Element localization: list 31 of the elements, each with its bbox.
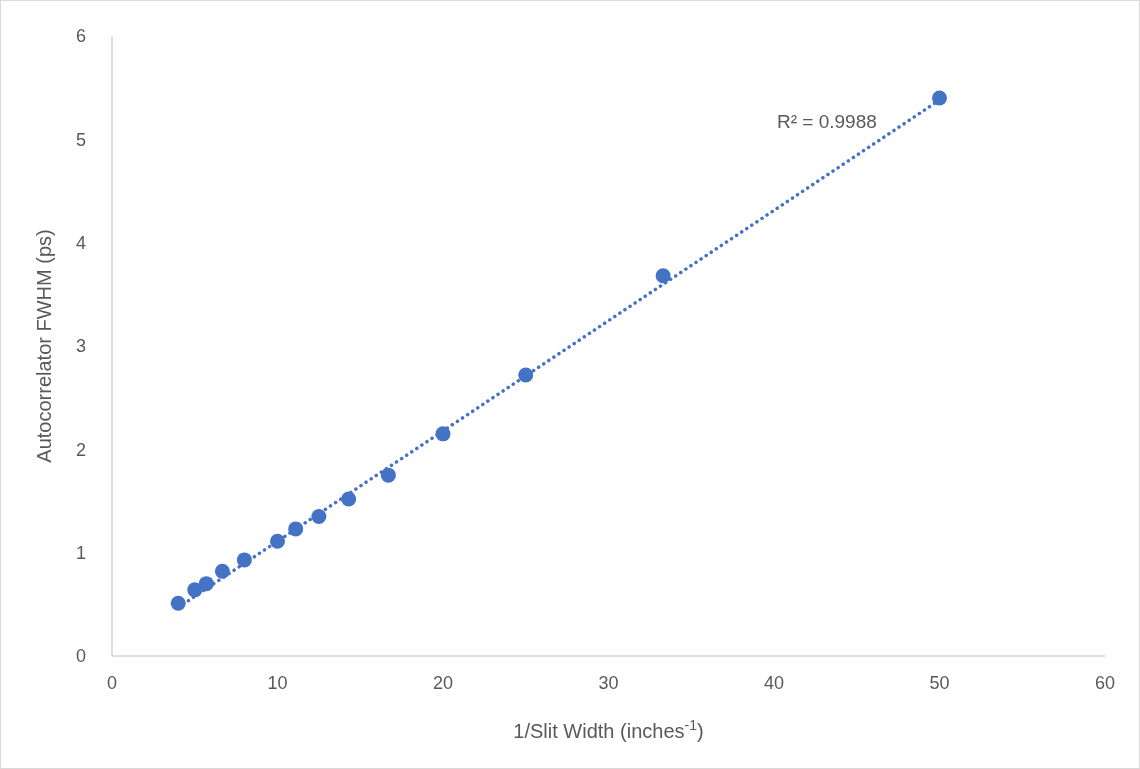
x-axis-title: 1/Slit Width (inches$^{-1}$): [513, 717, 704, 742]
point: [380, 467, 396, 483]
point: [198, 576, 214, 592]
x-tick-label: 10: [267, 672, 288, 693]
point: [341, 491, 357, 507]
point: [932, 90, 947, 106]
y-tick-label: 2: [75, 439, 86, 460]
x-tick-label: 50: [929, 672, 950, 693]
annotation: R² = 0.9988: [777, 111, 877, 133]
point: [170, 595, 186, 611]
point: [236, 552, 252, 568]
y-tick-label: 3: [75, 336, 86, 357]
y-tick-label: 5: [75, 129, 86, 150]
y-tick-label: 4: [75, 233, 86, 254]
x-tick-label: 0: [106, 672, 118, 693]
point: [288, 521, 304, 537]
point: [435, 426, 451, 442]
point: [187, 582, 203, 598]
point: [214, 563, 230, 579]
point: [655, 268, 671, 284]
point: [518, 367, 534, 383]
y-tick-label: 1: [75, 543, 86, 564]
x-tick-label: 60: [1094, 672, 1116, 693]
x-tick-label: 40: [763, 672, 785, 693]
point: [270, 533, 285, 549]
x-tick-label: 30: [598, 672, 619, 693]
y-tick-label: 6: [75, 26, 86, 47]
y-tick-label: 0: [75, 646, 86, 667]
y-axis-title: Autocorrelator FWHM (ps): [33, 229, 55, 463]
point: [311, 509, 327, 524]
x-tick-label: 20: [432, 672, 454, 693]
